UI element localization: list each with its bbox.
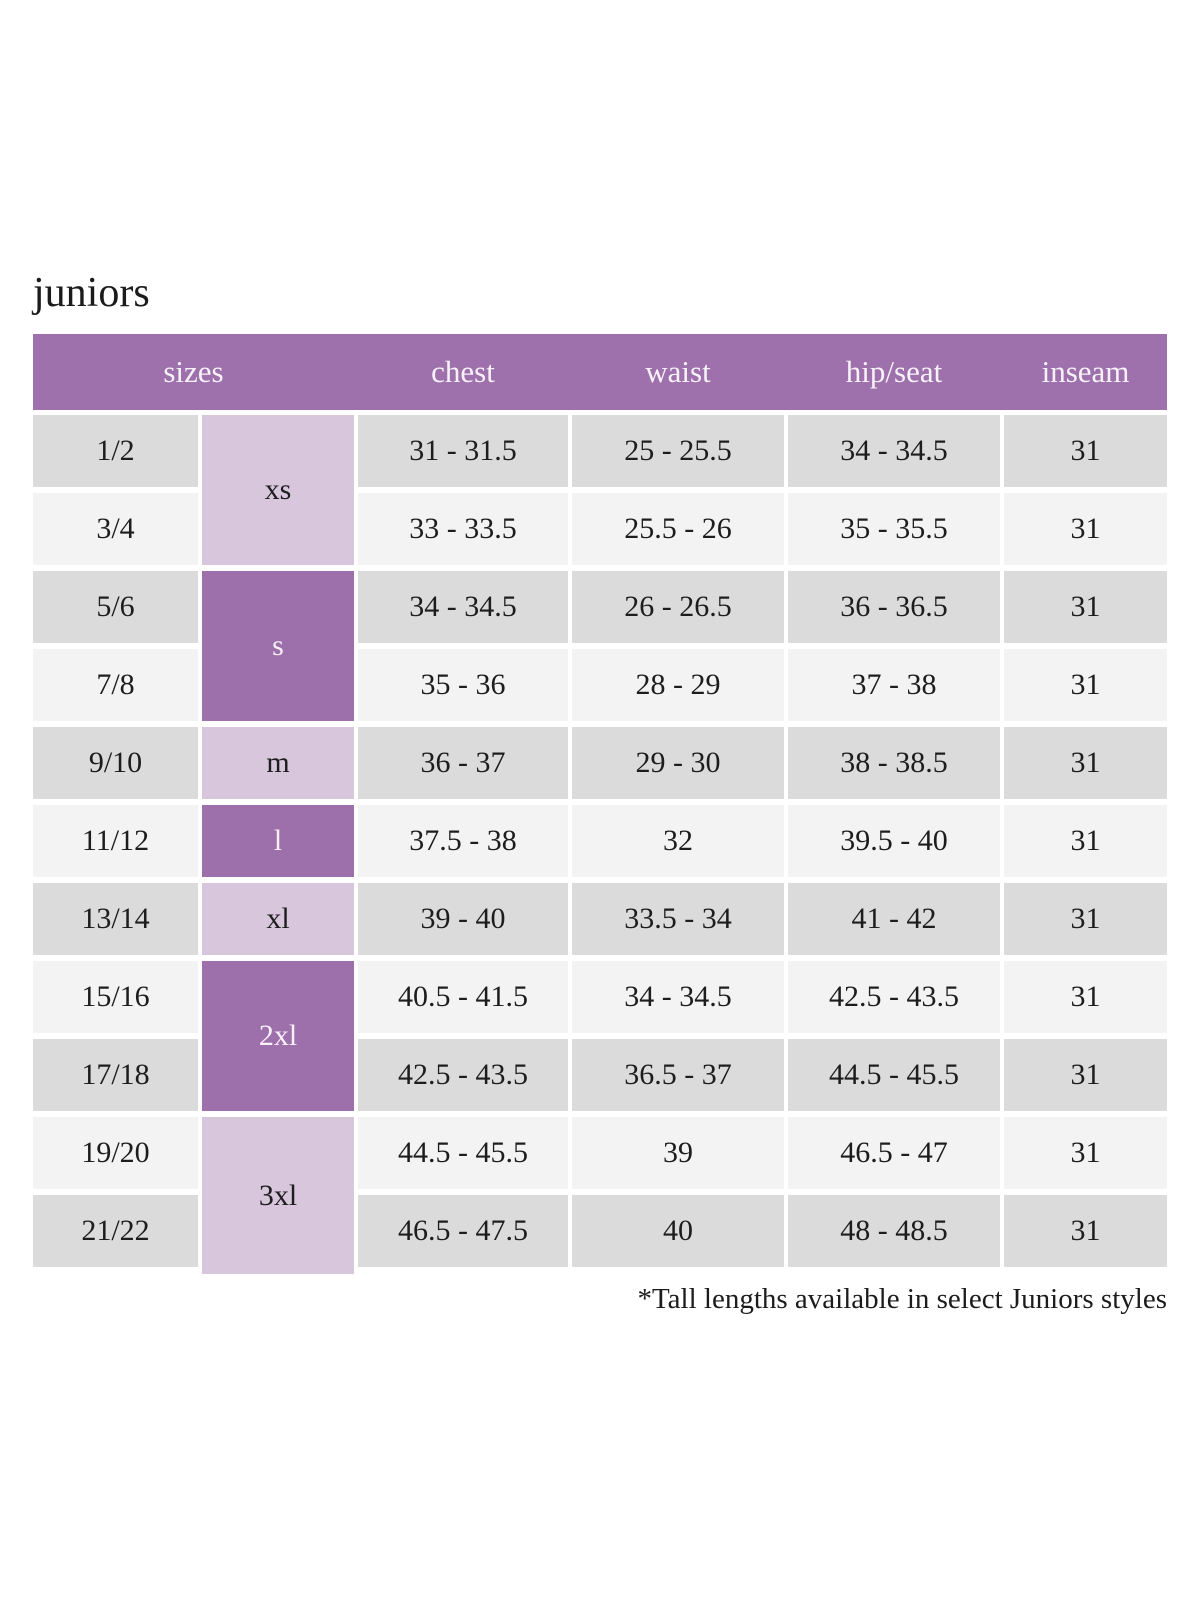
- inseam-cell: 31: [1004, 1117, 1167, 1190]
- chest-cell: 44.5 - 45.5: [358, 1117, 568, 1190]
- table-header-row: sizes chest waist hip/seat inseam: [33, 334, 1167, 411]
- size-group-cell: 3xl: [202, 1117, 354, 1275]
- size-group-cell: m: [202, 727, 354, 800]
- waist-cell: 40: [572, 1195, 784, 1268]
- size-cell: 9/10: [33, 727, 198, 800]
- chest-cell: 36 - 37: [358, 727, 568, 800]
- inseam-cell: 31: [1004, 1039, 1167, 1112]
- chest-cell: 40.5 - 41.5: [358, 961, 568, 1034]
- size-cell: 21/22: [33, 1195, 198, 1268]
- size-cell: 13/14: [33, 883, 198, 956]
- chest-cell: 37.5 - 38: [358, 805, 568, 878]
- size-cell: 15/16: [33, 961, 198, 1034]
- hip-seat-cell: 42.5 - 43.5: [788, 961, 1000, 1034]
- size-cell: 1/2: [33, 415, 198, 488]
- header-waist: waist: [645, 354, 711, 390]
- inseam-cell: 31: [1004, 571, 1167, 644]
- chest-cell: 34 - 34.5: [358, 571, 568, 644]
- size-cell: 5/6: [33, 571, 198, 644]
- size-chart-table: xs s m l xl 2xl 3xl 1/2 31 - 31.5 25 - 2…: [33, 415, 1167, 1275]
- size-group-cell: xl: [202, 883, 354, 956]
- waist-cell: 32: [572, 805, 784, 878]
- size-cell: 3/4: [33, 493, 198, 566]
- inseam-cell: 31: [1004, 493, 1167, 566]
- size-group-cell: s: [202, 571, 354, 722]
- inseam-cell: 31: [1004, 415, 1167, 488]
- size-group-cell: xs: [202, 415, 354, 566]
- waist-cell: 28 - 29: [572, 649, 784, 722]
- size-cell: 11/12: [33, 805, 198, 878]
- waist-cell: 39: [572, 1117, 784, 1190]
- size-chart-section: juniors sizes chest waist hip/seat insea…: [33, 268, 1167, 1316]
- inseam-cell: 31: [1004, 727, 1167, 800]
- inseam-cell: 31: [1004, 961, 1167, 1034]
- waist-cell: 29 - 30: [572, 727, 784, 800]
- hip-seat-cell: 34 - 34.5: [788, 415, 1000, 488]
- chest-cell: 31 - 31.5: [358, 415, 568, 488]
- waist-cell: 36.5 - 37: [572, 1039, 784, 1112]
- hip-seat-cell: 37 - 38: [788, 649, 1000, 722]
- size-cell: 7/8: [33, 649, 198, 722]
- hip-seat-cell: 48 - 48.5: [788, 1195, 1000, 1268]
- size-group-cell: 2xl: [202, 961, 354, 1112]
- chest-cell: 46.5 - 47.5: [358, 1195, 568, 1268]
- waist-cell: 25 - 25.5: [572, 415, 784, 488]
- footnote: *Tall lengths available in select Junior…: [637, 1283, 1167, 1316]
- size-cell: 19/20: [33, 1117, 198, 1190]
- hip-seat-cell: 38 - 38.5: [788, 727, 1000, 800]
- chest-cell: 33 - 33.5: [358, 493, 568, 566]
- hip-seat-cell: 39.5 - 40: [788, 805, 1000, 878]
- hip-seat-cell: 44.5 - 45.5: [788, 1039, 1000, 1112]
- page-title: juniors: [33, 270, 150, 316]
- chest-cell: 35 - 36: [358, 649, 568, 722]
- hip-seat-cell: 36 - 36.5: [788, 571, 1000, 644]
- header-chest: chest: [431, 354, 495, 390]
- hip-seat-cell: 41 - 42: [788, 883, 1000, 956]
- size-cell: 17/18: [33, 1039, 198, 1112]
- waist-cell: 25.5 - 26: [572, 493, 784, 566]
- waist-cell: 33.5 - 34: [572, 883, 784, 956]
- waist-cell: 34 - 34.5: [572, 961, 784, 1034]
- inseam-cell: 31: [1004, 1195, 1167, 1268]
- header-inseam: inseam: [1041, 354, 1130, 390]
- hip-seat-cell: 46.5 - 47: [788, 1117, 1000, 1190]
- waist-cell: 26 - 26.5: [572, 571, 784, 644]
- inseam-cell: 31: [1004, 805, 1167, 878]
- header-sizes: sizes: [163, 354, 224, 390]
- chest-cell: 42.5 - 43.5: [358, 1039, 568, 1112]
- inseam-cell: 31: [1004, 883, 1167, 956]
- size-group-cell: l: [202, 805, 354, 878]
- inseam-cell: 31: [1004, 649, 1167, 722]
- hip-seat-cell: 35 - 35.5: [788, 493, 1000, 566]
- chest-cell: 39 - 40: [358, 883, 568, 956]
- header-hip-seat: hip/seat: [845, 354, 943, 390]
